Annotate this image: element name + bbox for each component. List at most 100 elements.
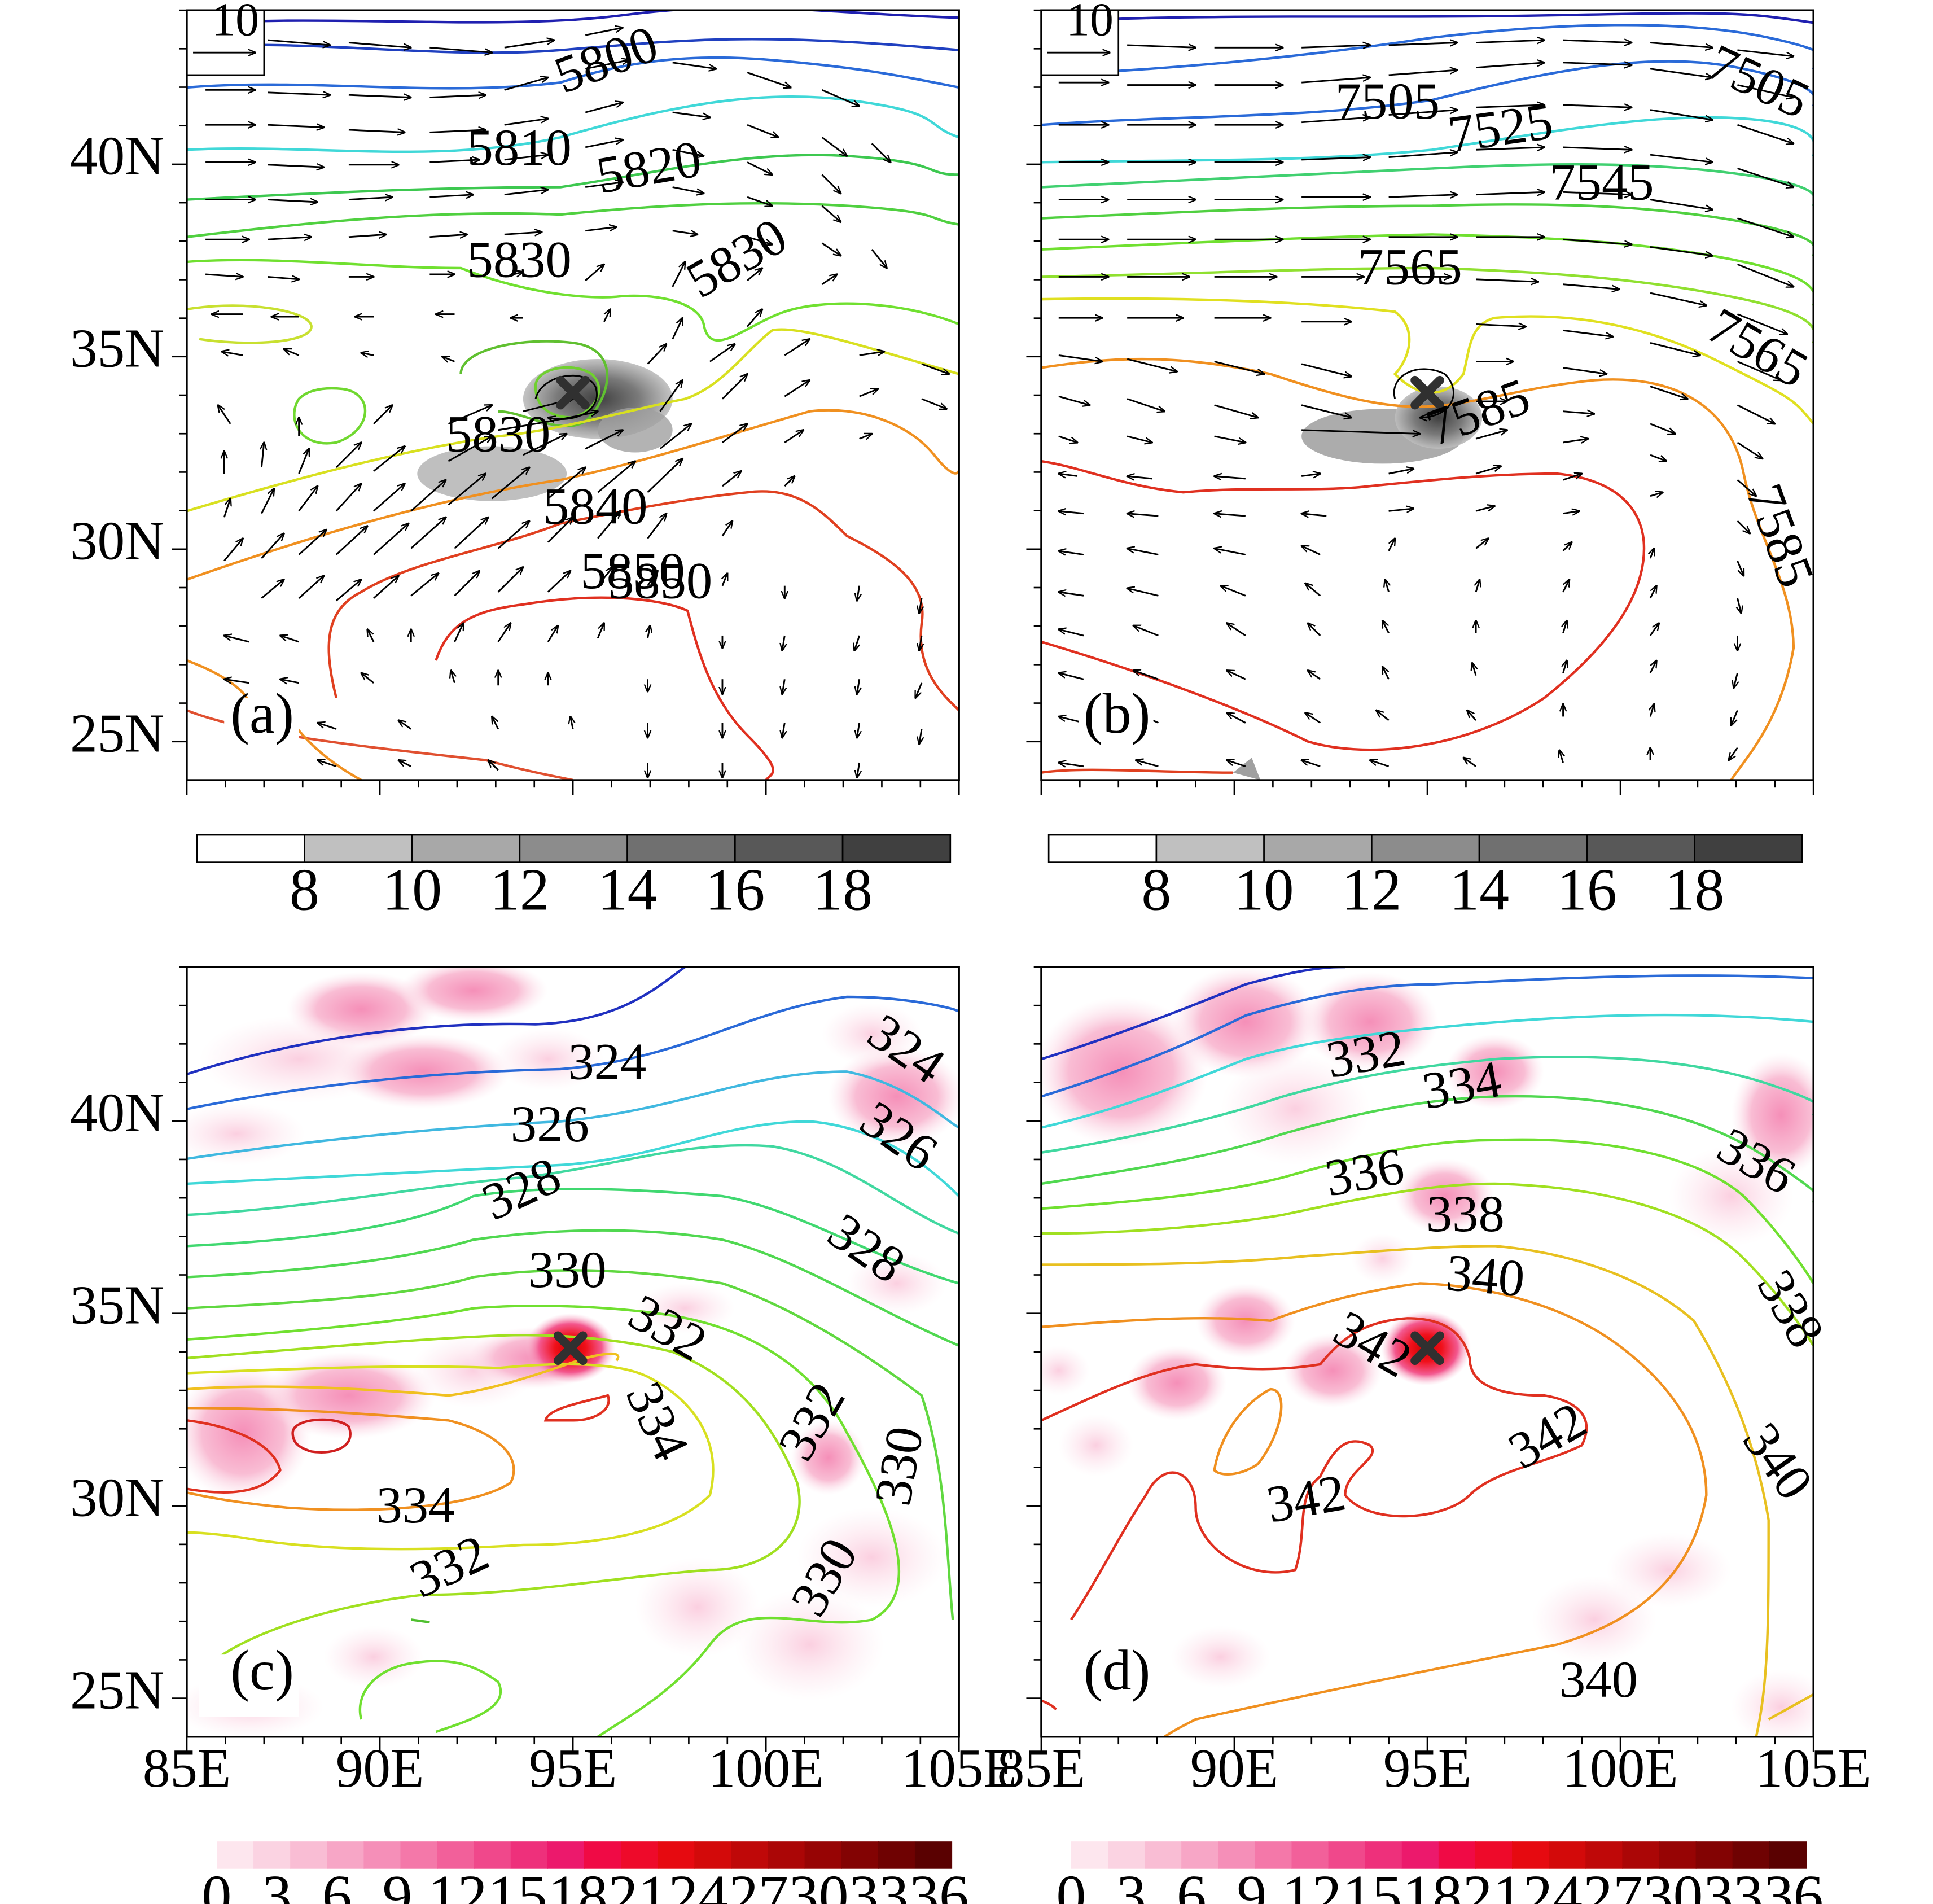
panel-b-height-label: 7505: [1699, 33, 1818, 130]
pink-colorbar-cell: [658, 1841, 695, 1869]
panel-d-thetae-label: 336: [1321, 1137, 1408, 1208]
pink-colorbar-cell: [731, 1841, 769, 1869]
pink-colorbar-label: 18: [548, 1863, 608, 1904]
pink-colorbar-label: 27: [1583, 1863, 1643, 1904]
lon-tick-label: 95E: [1383, 1738, 1471, 1799]
panel-a-height-label: 5830: [446, 405, 550, 463]
panel-b-tag-bg: [1079, 698, 1154, 748]
panel-a-height-label: 5840: [543, 477, 647, 535]
gray-colorbar-cell: [196, 834, 305, 863]
gray-colorbar-cell: [734, 834, 844, 863]
panel-a-height-label: 5810: [467, 119, 572, 177]
pink-colorbar-cell: [1549, 1841, 1586, 1869]
panel-b-tag: (b): [1084, 682, 1150, 745]
pink-colorbar-label: 21: [1463, 1863, 1523, 1904]
panel-a-tag-bg: [224, 698, 299, 748]
panel-c: 324 324 326 326 328 328 330 330 330 332 …: [186, 966, 960, 1738]
panel-b-ref-label: 10: [1066, 0, 1114, 46]
gray-colorbar-cell: [1694, 834, 1803, 863]
pink-colorbar-cell: [1107, 1841, 1146, 1869]
gray-colorbar-cell: [519, 834, 628, 863]
gray-colorbar-label: 14: [1449, 856, 1509, 922]
panel-a-height-label: 5820: [592, 130, 705, 205]
panel-b-height-label: 7505: [1335, 72, 1440, 130]
panel-b-height-label: 7545: [1549, 154, 1654, 212]
lon-tick-label: 90E: [1190, 1738, 1278, 1799]
panel-c-tag-bg: [199, 1654, 299, 1717]
panel-c-thetae-label: 330: [528, 1241, 607, 1299]
gray-colorbar-label: 12: [490, 856, 550, 922]
panel-a-contours: [187, 10, 959, 780]
pink-colorbar-cell: [1401, 1841, 1439, 1869]
panel-a-height-label: 5830: [467, 230, 572, 288]
pink-colorbar-cell: [1695, 1841, 1733, 1869]
lon-tick-label: 95E: [529, 1738, 617, 1799]
gray-colorbar-label: 12: [1342, 856, 1401, 922]
panel-b-wind-vectors: [1059, 40, 1794, 767]
panel-a-height-label: 5800: [547, 15, 665, 105]
pink-colorbar-cell: [1218, 1841, 1256, 1869]
panel-d-thetae-label: 340: [1559, 1651, 1638, 1709]
panel-d: 332 334 336 336 338 338 340 340 340 342 …: [1040, 966, 1835, 1738]
panel-a-ref-label: 10: [212, 0, 259, 46]
lat-tick-label: 30N: [70, 1467, 164, 1528]
gray-colorbar-label: 18: [813, 856, 873, 922]
pink-colorbar-cell: [1622, 1841, 1660, 1869]
pink-colorbar-cell: [547, 1841, 585, 1869]
panel-d-tag: (d): [1084, 1639, 1150, 1702]
pink-colorbar-cell: [584, 1841, 622, 1869]
pink-colorbar-label: 30: [789, 1863, 849, 1904]
panel-a-height-label: 5850: [580, 542, 685, 600]
pink-colorbar-label: 33: [849, 1863, 909, 1904]
panel-d-thetae-label: 340: [1444, 1244, 1527, 1308]
panel-c-tag: (c): [230, 1639, 294, 1702]
pink-colorbar-cell: [290, 1841, 328, 1869]
panel-d-thetae-label: 334: [1418, 1050, 1506, 1121]
lon-tick-label: 90E: [336, 1738, 424, 1799]
pink-colorbar-label: 27: [729, 1863, 788, 1904]
panel-c-contours: [187, 966, 959, 1737]
pink-colorbar-cell: [1145, 1841, 1182, 1869]
pink-colorbar-cell: [1291, 1841, 1329, 1869]
pink-colorbar-label: 30: [1643, 1863, 1703, 1904]
panel-a-height-label: 5830: [677, 207, 796, 309]
panel-c-thetae-label: 324: [568, 1033, 646, 1091]
pink-colorbar-cell: [1438, 1841, 1476, 1869]
panel-b-height-label: 7565: [1698, 296, 1817, 399]
panel-a-contour-labels: 5800 5810 5820 5830 5830 5830 5840 5850 …: [446, 15, 796, 610]
panel-b-contour-labels: 7505 7505 7525 7545 7565 7565 7585 7585: [1335, 33, 1826, 595]
pink-colorbar-label: 3: [262, 1863, 292, 1904]
panel-d-thetae-label: 338: [1426, 1185, 1505, 1243]
pink-colorbar-cell: [437, 1841, 475, 1869]
pink-colorbar-cell: [400, 1841, 438, 1869]
lon-tick-label: 85E: [997, 1738, 1085, 1799]
lat-tick-label: 25N: [70, 703, 164, 764]
panel-c-thetae-label: 328: [474, 1146, 569, 1232]
pink-colorbar-cell: [1512, 1841, 1550, 1869]
pink-colorbar-label: 3: [1116, 1863, 1146, 1904]
pink-colorbar-cell: [878, 1841, 916, 1869]
pink-colorbar-label: 36: [1764, 1863, 1824, 1904]
colorbars: 8 10 12 14 16 18 8 10 12 14 16 180 3 6 9 12 15 18 21 24 27 30…: [196, 834, 1824, 1904]
gray-colorbar-cell: [841, 834, 952, 863]
pink-colorbar-cell: [621, 1841, 659, 1869]
pink-colorbar-label: 0: [1056, 1863, 1086, 1904]
lat-tick-label: 30N: [70, 510, 164, 571]
gray-colorbar-label: 8: [290, 856, 319, 922]
lon-tick-label: 100E: [708, 1738, 824, 1799]
panel-b-height-label: 7525: [1445, 92, 1557, 164]
pink-colorbar-label: 36: [909, 1863, 969, 1904]
pink-colorbar-label: 9: [383, 1863, 413, 1904]
panel-a-wind-vectors: [205, 28, 949, 778]
pink-colorbar-cell: [1732, 1841, 1770, 1869]
pink-colorbar-cell: [1181, 1841, 1219, 1869]
panel-c-thetae-label: 334: [615, 1373, 700, 1469]
gray-colorbar-cell: [626, 834, 736, 863]
gray-colorbar-cell: [1155, 834, 1265, 863]
pink-colorbar-label: 12: [1282, 1863, 1342, 1904]
pink-colorbar-cell: [694, 1841, 732, 1869]
gray-colorbar-label: 16: [705, 856, 765, 922]
panel-d-thetae-label: 342: [1499, 1391, 1596, 1481]
